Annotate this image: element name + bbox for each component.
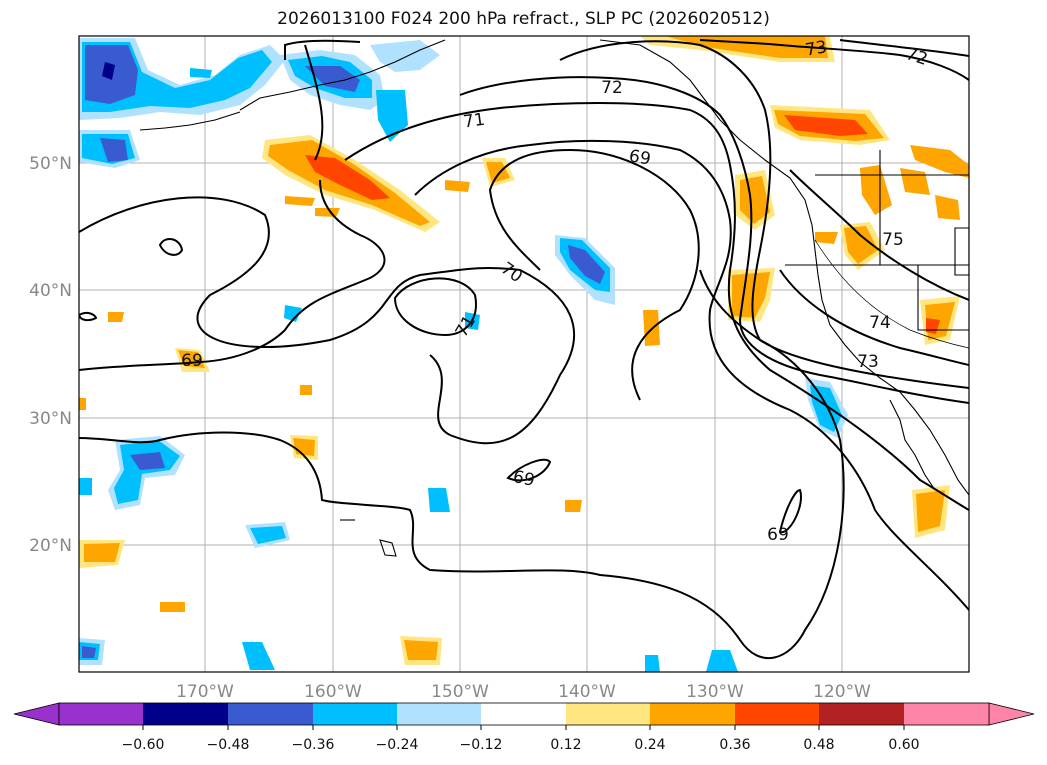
colorbar-ticks: −0.60 −0.48 −0.36 −0.24 −0.12 0.12 0.24 0.36 0.4… (122, 725, 920, 753)
map-frame (78, 35, 970, 673)
colorbar-segment (735, 703, 819, 725)
lat-label-40: 40°N (29, 281, 72, 301)
contour-label: 74 (869, 313, 891, 333)
colorbar-tick-label: 0.36 (719, 737, 750, 753)
lon-label-170w: 170°W (176, 682, 234, 702)
colorbar-tick-label: −0.48 (207, 737, 250, 753)
colorbar-segment (904, 703, 989, 725)
slp-contours (79, 39, 969, 659)
lon-label-120w: 120°W (813, 682, 871, 702)
colorbar-segment (566, 703, 650, 725)
contour-label: 75 (882, 230, 904, 250)
contour-label: 73 (857, 352, 879, 372)
contour-label: 69 (181, 351, 203, 371)
contour-label: 69 (627, 146, 652, 169)
lon-label-160w: 160°W (304, 682, 362, 702)
colorbar-tick-label: 0.12 (550, 737, 581, 753)
colorbar-segment (397, 703, 481, 725)
negative-anomaly-fields (79, 38, 848, 672)
colorbar-tick-label: −0.60 (122, 737, 165, 753)
thin-contours (814, 239, 969, 349)
colorbar-tick-label: −0.12 (460, 737, 503, 753)
lon-label-150w: 150°W (431, 682, 489, 702)
longitude-labels: 170°W 160°W 150°W 140°W 130°W 120°W (176, 682, 871, 702)
latitude-labels: 50°N 40°N 30°N 20°N (29, 154, 72, 556)
colorbar-tick-label: 0.24 (634, 737, 665, 753)
coastlines (139, 39, 969, 557)
lat-label-20: 20°N (29, 536, 72, 556)
lat-label-30: 30°N (29, 409, 72, 429)
colorbar-segment (481, 703, 566, 725)
colorbar-tick-label: −0.36 (292, 737, 335, 753)
map-title: 2026013100 F024 200 hPa refract., SLP PC… (277, 9, 770, 29)
colorbar (13, 702, 1035, 726)
contour-label: 72 (601, 78, 623, 98)
contour-label: 69 (767, 525, 789, 545)
contour-label: 69 (511, 467, 536, 491)
colorbar-segment (59, 703, 143, 725)
colorbar-tick-label: −0.24 (376, 737, 419, 753)
colorbar-tick-label: 0.48 (803, 737, 834, 753)
colorbar-segment (228, 703, 313, 725)
lon-label-140w: 140°W (558, 682, 616, 702)
lat-label-50: 50°N (29, 154, 72, 174)
colorbar-tick-label: 0.60 (888, 737, 919, 753)
colorbar-border (58, 702, 990, 726)
lon-label-130w: 130°W (686, 682, 744, 702)
colorbar-segment (143, 703, 228, 725)
colorbar-segment (819, 703, 904, 725)
colorbar-segment (313, 703, 397, 725)
colorbar-extend-low (13, 702, 60, 726)
contour-label: 71 (462, 110, 486, 133)
map-background (79, 36, 969, 672)
colorbar-segment (650, 703, 735, 725)
positive-anomaly-fields (79, 36, 969, 665)
contour-label: 73 (804, 37, 829, 60)
colorbar-extend-high (988, 702, 1035, 726)
